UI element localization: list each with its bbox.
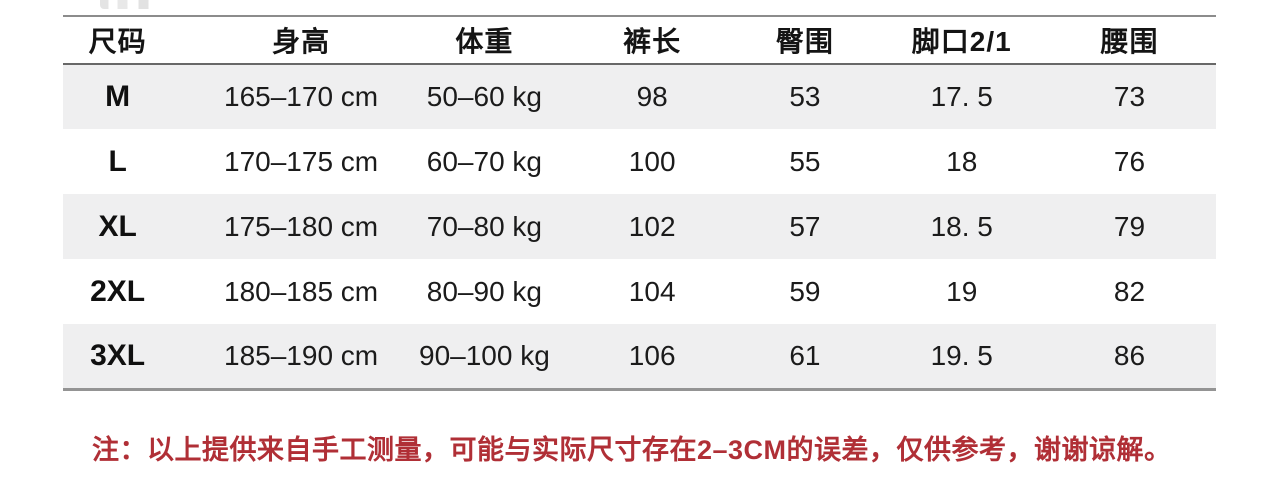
hip-cell: 61 — [789, 339, 821, 371]
pants-length-cell: 98 — [636, 81, 668, 112]
pants-length-cell: 102 — [628, 210, 676, 242]
size-cell: XL — [98, 209, 137, 243]
hip-cell: 59 — [789, 275, 821, 307]
table-row-3xl: 3XL 185–190 cm 90–100 kg 106 61 19. 5 86 — [63, 324, 1216, 389]
weight-cell: 60–70 kg — [426, 145, 542, 177]
hip-cell: 53 — [789, 81, 821, 112]
leg-opening-cell: 18 — [946, 145, 978, 177]
pants-length-cell: 104 — [628, 275, 676, 307]
weight-cell: 70–80 kg — [426, 210, 542, 242]
weight-cell: 90–100 kg — [419, 339, 550, 371]
leg-opening-cell: 19. 5 — [930, 339, 993, 371]
column-header-size: 尺码 — [88, 26, 147, 57]
height-cell: 180–185 cm — [224, 275, 379, 307]
table-row-m: M 165–170 cm 50–60 kg 98 53 17. 5 73 — [63, 64, 1216, 129]
weight-cell: 50–60 kg — [426, 81, 542, 112]
table-row-2xl: 2XL 180–185 cm 80–90 kg 104 59 19 82 — [63, 259, 1216, 324]
size-cell: 3XL — [90, 338, 146, 372]
waist-cell: 73 — [1113, 81, 1146, 112]
leg-opening-cell: 18. 5 — [930, 210, 993, 242]
hip-cell: 55 — [789, 145, 821, 177]
table-row-xl: XL 175–180 cm 70–80 kg 102 57 18. 5 79 — [63, 194, 1216, 259]
column-header-pants-length: 裤长 — [623, 26, 682, 57]
column-header-leg-opening: 脚口2/1 — [911, 26, 1012, 57]
column-header-weight: 体重 — [455, 26, 514, 57]
waist-cell: 82 — [1113, 275, 1146, 307]
column-header-waist: 腰围 — [1100, 26, 1159, 57]
height-cell: 170–175 cm — [224, 145, 379, 177]
weight-cell: 80–90 kg — [426, 275, 542, 307]
size-cell: M — [105, 80, 131, 113]
pants-length-cell: 106 — [628, 339, 676, 371]
size-chart-table: 尺码 身高 体重 裤长 臀围 脚口2/1 腰围 M 165–170 cm 50–… — [63, 15, 1216, 391]
leg-opening-cell: 17. 5 — [930, 81, 993, 112]
leg-opening-cell: 19 — [946, 275, 978, 307]
height-cell: 165–170 cm — [224, 81, 379, 112]
header-row: 尺码 身高 体重 裤长 臀围 脚口2/1 腰围 — [63, 16, 1216, 64]
height-cell: 185–190 cm — [224, 339, 379, 371]
size-cell: L — [108, 144, 127, 178]
waist-cell: 79 — [1113, 210, 1146, 242]
pants-length-cell: 100 — [628, 145, 676, 177]
measurement-disclaimer-note: 注：以上提供来自手工测量，可能与实际尺寸存在2–3CM的误差，仅供参考，谢谢谅解… — [92, 435, 1172, 465]
size-cell: 2XL — [90, 274, 146, 308]
height-cell: 175–180 cm — [224, 210, 379, 242]
column-header-hip: 臀围 — [775, 26, 834, 57]
hip-cell: 57 — [789, 210, 821, 242]
waist-cell: 86 — [1113, 339, 1146, 371]
cropped-content-artifact — [100, 0, 162, 9]
column-header-height: 身高 — [272, 26, 331, 57]
waist-cell: 76 — [1113, 145, 1146, 177]
table-row-l: L 170–175 cm 60–70 kg 100 55 18 76 — [63, 129, 1216, 194]
